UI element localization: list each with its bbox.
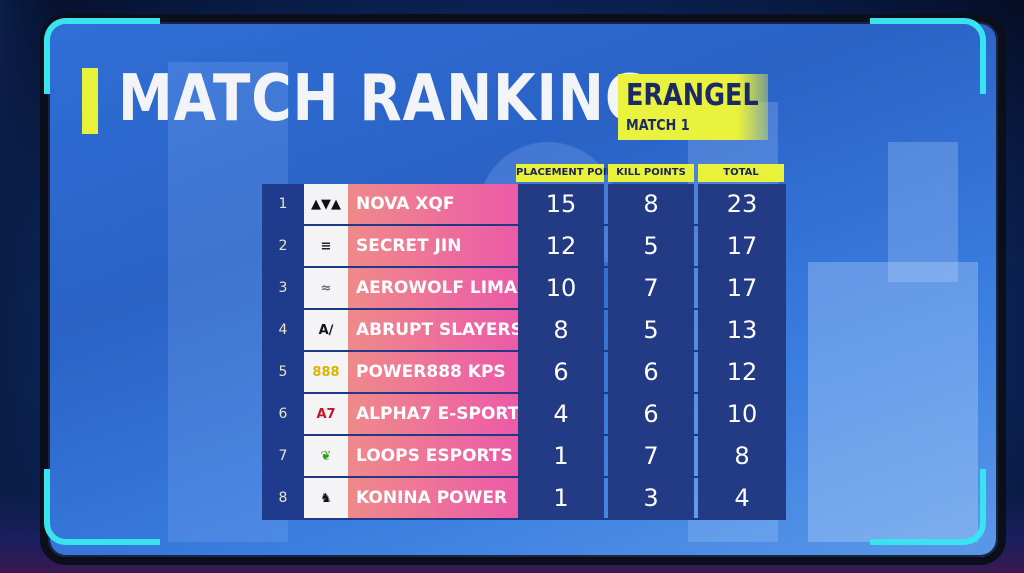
background-building xyxy=(808,262,978,542)
rank-number: 4 xyxy=(262,310,304,350)
nova-logo-icon: ▲▼▲ xyxy=(311,196,341,212)
total-points: 17 xyxy=(698,226,786,266)
kill-points: 6 xyxy=(608,352,694,392)
team-logo: ❦ xyxy=(304,436,348,476)
total-points: 10 xyxy=(698,394,786,434)
team-logo: ♞ xyxy=(304,478,348,518)
kill-points: 8 xyxy=(608,184,694,224)
table-row: 6 A7 ALPHA7 E-SPORTS 4 6 10 xyxy=(262,394,786,436)
placement-points: 1 xyxy=(518,478,604,518)
secret-logo-icon: ≡ xyxy=(320,238,332,254)
aerowolf-logo-icon: ≈ xyxy=(320,280,332,296)
title-accent-bar xyxy=(82,68,98,134)
team-logo: ≡ xyxy=(304,226,348,266)
total-points: 8 xyxy=(698,436,786,476)
team-name: POWER888 KPS xyxy=(348,352,518,392)
kill-points: 5 xyxy=(608,310,694,350)
table-row: 4 A∕ ABRUPT SLAYERS 8 5 13 xyxy=(262,310,786,352)
map-badge: ERANGEL MATCH 1 xyxy=(618,74,768,140)
total-points: 23 xyxy=(698,184,786,224)
team-logo: A7 xyxy=(304,394,348,434)
map-name: ERANGEL xyxy=(626,78,759,113)
total-points: 4 xyxy=(698,478,786,518)
team-name: AEROWOLF LIMAX xyxy=(348,268,518,308)
team-name: ALPHA7 E-SPORTS xyxy=(348,394,518,434)
kill-points: 3 xyxy=(608,478,694,518)
rank-number: 1 xyxy=(262,184,304,224)
table-row: 2 ≡ SECRET JIN 12 5 17 xyxy=(262,226,786,268)
team-logo: 888 xyxy=(304,352,348,392)
frame-corner xyxy=(44,469,160,545)
background-building xyxy=(888,142,958,282)
kill-points: 7 xyxy=(608,436,694,476)
rank-number: 8 xyxy=(262,478,304,518)
placement-points: 1 xyxy=(518,436,604,476)
ranking-screen: MATCH RANKING ERANGEL MATCH 1 PLACEMENT … xyxy=(40,14,1006,565)
rank-number: 5 xyxy=(262,352,304,392)
table-row: 8 ♞ KONINA POWER 1 3 4 xyxy=(262,478,786,520)
placement-points: 8 xyxy=(518,310,604,350)
team-name: LOOPS ESPORTS xyxy=(348,436,518,476)
frame-corner xyxy=(870,469,986,545)
team-logo: A∕ xyxy=(304,310,348,350)
power888-logo-icon: 888 xyxy=(312,364,340,380)
loops-logo-icon: ❦ xyxy=(320,448,332,464)
column-header-placement: PLACEMENT POINTS xyxy=(516,164,629,182)
table-row: 1 ▲▼▲ NOVA XQF 15 8 23 xyxy=(262,184,786,226)
match-label: MATCH 1 xyxy=(626,116,690,134)
total-points: 13 xyxy=(698,310,786,350)
frame-corner xyxy=(44,18,160,94)
team-name: ABRUPT SLAYERS xyxy=(348,310,518,350)
kill-points: 5 xyxy=(608,226,694,266)
rank-number: 2 xyxy=(262,226,304,266)
table-row: 5 888 POWER888 KPS 6 6 12 xyxy=(262,352,786,394)
column-header-kill: KILL POINTS xyxy=(608,164,694,182)
table-row: 3 ≈ AEROWOLF LIMAX 10 7 17 xyxy=(262,268,786,310)
frame-corner xyxy=(870,18,986,94)
rank-number: 6 xyxy=(262,394,304,434)
team-logo: ≈ xyxy=(304,268,348,308)
placement-points: 6 xyxy=(518,352,604,392)
abrupt-logo-icon: A∕ xyxy=(318,322,334,338)
rank-number: 7 xyxy=(262,436,304,476)
kill-points: 7 xyxy=(608,268,694,308)
placement-points: 12 xyxy=(518,226,604,266)
placement-points: 15 xyxy=(518,184,604,224)
alpha7-logo-icon: A7 xyxy=(316,406,336,422)
konina-logo-icon: ♞ xyxy=(320,490,332,506)
team-name: KONINA POWER xyxy=(348,478,518,518)
column-header-total: TOTAL xyxy=(698,164,784,182)
rank-number: 3 xyxy=(262,268,304,308)
team-name: NOVA XQF xyxy=(348,184,518,224)
table-row: 7 ❦ LOOPS ESPORTS 1 7 8 xyxy=(262,436,786,478)
team-logo: ▲▼▲ xyxy=(304,184,348,224)
placement-points: 4 xyxy=(518,394,604,434)
kill-points: 6 xyxy=(608,394,694,434)
ranking-table: 1 ▲▼▲ NOVA XQF 15 8 23 2 ≡ SECRET JIN 12 5 17 3 ≈ AERO… xyxy=(262,184,786,520)
total-points: 17 xyxy=(698,268,786,308)
total-points: 12 xyxy=(698,352,786,392)
team-name: SECRET JIN xyxy=(348,226,518,266)
placement-points: 10 xyxy=(518,268,604,308)
page-title: MATCH RANKING xyxy=(118,62,651,136)
